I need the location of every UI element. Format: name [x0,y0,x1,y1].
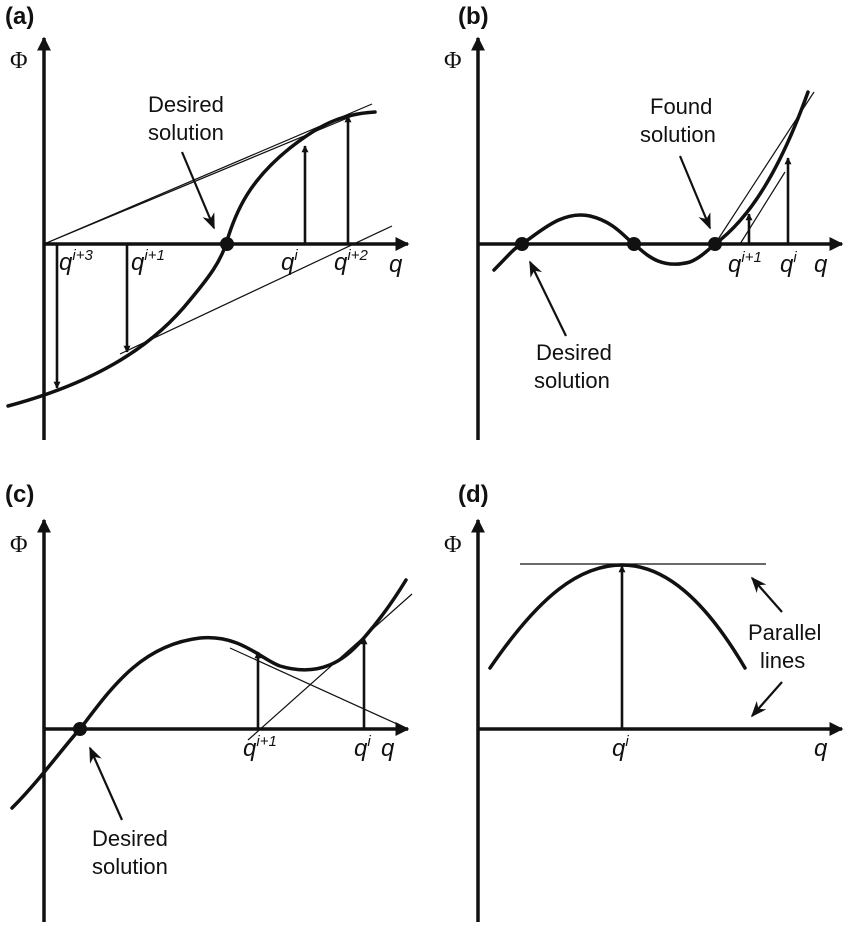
panel-d-y-label: Φ [444,532,462,558]
panel-d-x-label: q [814,735,828,762]
panel-c-q-label-2: qi [354,733,371,762]
panel-b-root-point-3 [708,237,722,251]
panel-c-q-label-1: qi+1 [243,733,277,762]
panel-c-x-label: q [381,735,395,762]
panel-b-pointer-found [678,155,712,230]
panel-b-annotation-bottom-line1: Desired [536,340,612,365]
panel-b-q-label-2: qi [780,249,797,278]
panel-b-y-label: Φ [444,48,462,74]
panel-b-label: (b) [458,3,489,30]
panel-b-q-label-1: qi+1 [728,249,762,278]
panel-b-annotation-top-line2: solution [640,122,716,147]
panel-c-tangent-1 [229,647,409,730]
panel-c-label: (c) [5,481,34,508]
panel-b: (b) Φ q qi+1 qi Found solution Desired s… [444,3,844,440]
panel-a-tangent-3 [119,225,393,355]
panel-d-label: (d) [458,481,489,508]
panel-b-root-point-1 [515,237,529,251]
panel-c-pointer-arrow [88,746,124,821]
panel-a-annotation-line1: Desired [148,92,224,117]
panel-a-label: (a) [5,3,34,30]
panel-c-tangent-2 [247,593,413,741]
panel-a-q-label-2: qi+1 [131,247,165,276]
panel-a: (a) Φ q qi+3 qi+1 qi qi+2 Desired soluti… [5,3,410,440]
panel-b-pointer-desired [529,260,567,337]
panel-c-y-label: Φ [10,532,28,558]
panel-d-pointer-bottom [750,681,783,718]
panel-d-annotation-line1: Parallel [748,620,821,645]
panel-a-x-label: q [389,251,403,278]
panel-a-q-label-3: qi [281,247,298,276]
panel-c-annotation-line1: Desired [92,826,168,851]
panel-b-x-label: q [814,251,828,278]
panel-a-y-label: Φ [10,48,28,74]
panel-d: (d) Φ q qi Parallel lines [444,481,844,922]
panel-c-annotation-line2: solution [92,854,168,879]
panel-d-q-label-1: qi [612,733,629,762]
panel-a-q-label-4: qi+2 [334,247,368,276]
panel-d-annotation-line2: lines [760,648,805,673]
panel-a-q-label-1: qi+3 [59,247,93,276]
panel-a-annotation-line2: solution [148,120,224,145]
panel-b-tangent-1 [714,91,815,245]
panel-b-annotation-bottom-line2: solution [534,368,610,393]
panel-c-root-point [73,722,87,736]
panel-c: (c) Φ q qi+1 qi Desired solution [5,481,413,922]
panel-b-root-point-2 [627,237,641,251]
panel-b-annotation-top-line1: Found [650,94,712,119]
panel-d-pointer-top [750,576,783,613]
panel-b-tangent-2 [739,171,786,245]
panel-a-pointer-arrow [180,151,216,230]
panel-c-curve [10,578,408,810]
panel-d-curve [488,563,747,670]
panel-a-tangent-2 [43,111,363,245]
panel-a-root-point [220,237,234,251]
